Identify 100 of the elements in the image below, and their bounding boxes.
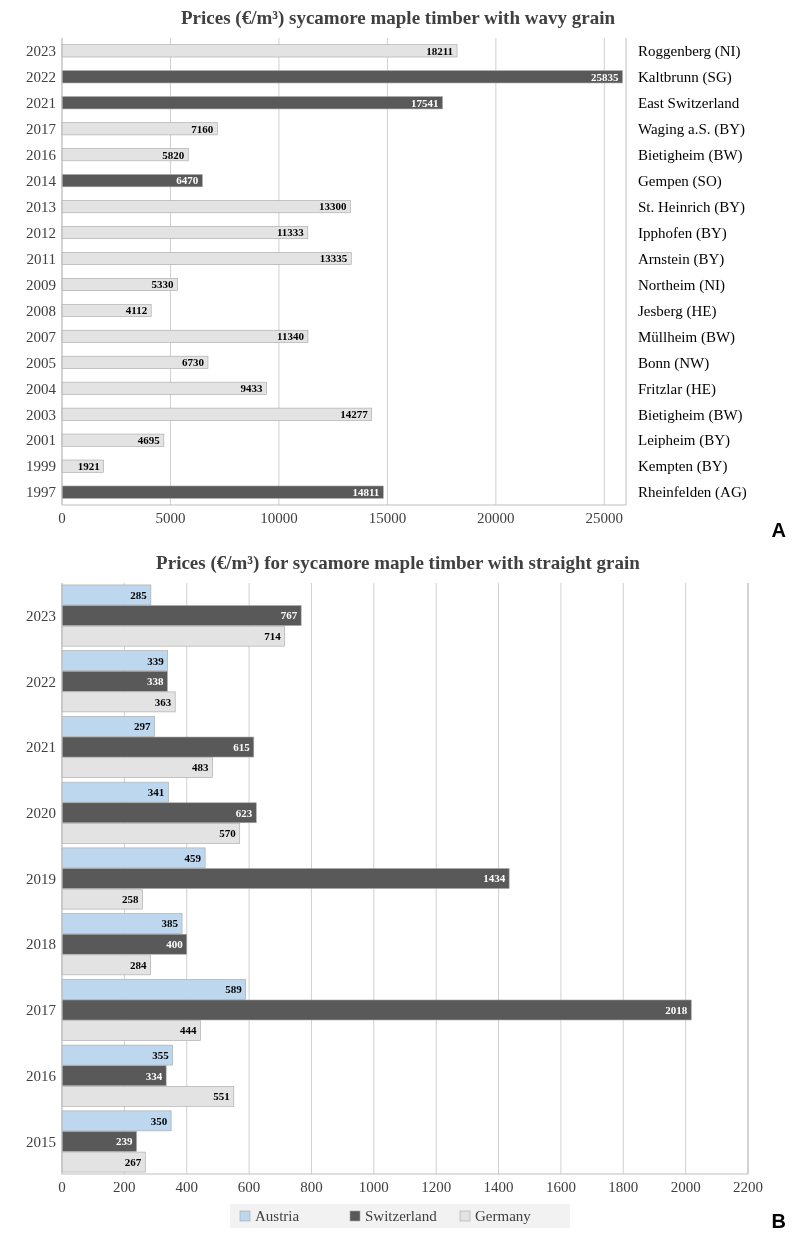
data-label: 355	[152, 1048, 170, 1061]
y-tick-label: 2009	[26, 276, 56, 293]
text: Bonn (NW)	[638, 354, 710, 372]
text: Leipheim (BY)	[638, 432, 731, 450]
bar	[61, 226, 309, 240]
x-tick-label: 1200	[421, 1179, 452, 1195]
y-tick-label: 2004	[26, 380, 57, 397]
data-label: 267	[124, 1155, 142, 1168]
text: East Switzerland	[638, 95, 740, 112]
data-label: 5820	[162, 148, 185, 161]
x-tick-label: 15000	[368, 510, 407, 526]
y-tick-label: 2021	[26, 95, 56, 112]
bar	[61, 44, 458, 58]
data-label: 615	[233, 740, 251, 753]
bar	[61, 252, 352, 265]
x-tick-label: 200	[113, 1179, 136, 1195]
bar	[61, 381, 267, 395]
x-tick-label: 2200	[733, 1179, 763, 1195]
bar	[61, 174, 203, 188]
data-label: 14811	[352, 486, 380, 498]
bar	[61, 355, 209, 369]
y-tick-label: 2018	[26, 936, 56, 953]
data-label: 258	[121, 892, 139, 905]
data-label: 6470	[176, 174, 199, 187]
y-tick-label: 2005	[26, 354, 56, 371]
x-tick-label: 1400	[483, 1179, 514, 1195]
bar	[61, 433, 165, 447]
y-tick-label: 2016	[26, 146, 57, 163]
y-tick-label: 2022	[26, 69, 56, 86]
data-label: 11340	[277, 330, 305, 343]
y-tick-label: 2017	[26, 120, 57, 137]
y-tick-label: 1999	[26, 458, 56, 475]
legend-label: Germany	[475, 1208, 532, 1225]
x-tick-label: 1600	[545, 1179, 576, 1195]
data-label: 284	[130, 958, 148, 971]
text: Roggenberg (NI)	[638, 43, 741, 61]
bar	[61, 200, 351, 214]
x-tick-label: 600	[237, 1179, 261, 1195]
bar	[61, 303, 152, 317]
text: St. Heinrich (BY)	[638, 198, 746, 216]
text: Fritzlar (HE)	[638, 380, 716, 398]
text: Ipphofen (BY)	[638, 224, 727, 242]
y-tick-label: 2008	[26, 302, 56, 319]
legend-label: Austria	[255, 1208, 300, 1225]
data-label: 363	[154, 695, 172, 708]
data-label: 4695	[137, 434, 161, 447]
data-label: 551	[213, 1090, 230, 1103]
chart-title: Prices (€/m³) for sycamore maple timber with straight grain	[156, 552, 641, 574]
y-tick-label: 2012	[26, 224, 56, 241]
data-label: 14277	[340, 408, 369, 421]
y-tick-label: 2003	[26, 406, 56, 423]
y-tick-label: 2016	[26, 1067, 57, 1084]
legend-label: Switzerland	[365, 1208, 438, 1225]
bar	[61, 70, 623, 84]
x-tick-label: 1000	[358, 1179, 389, 1195]
data-label: 2018	[665, 1003, 688, 1016]
text: Jesberg (HE)	[638, 302, 717, 320]
text: Rheinfelden (AG)	[638, 484, 747, 502]
bar	[61, 329, 309, 343]
y-tick-label: 2011	[26, 250, 56, 267]
y-tick-label: 2017	[26, 1002, 57, 1019]
y-tick-label: 2014	[26, 172, 57, 189]
data-label: 13335	[319, 252, 348, 265]
x-tick-label: 20000	[477, 510, 515, 526]
bar	[61, 122, 218, 136]
data-label: 18211	[426, 44, 454, 57]
text: Kempten (BY)	[638, 458, 728, 476]
data-label: 1434	[483, 872, 506, 885]
data-label: 339	[147, 654, 165, 667]
y-tick-label: 2019	[26, 870, 56, 887]
data-label: 285	[130, 588, 148, 601]
data-label: 11333	[276, 226, 305, 239]
data-label: 589	[225, 983, 243, 996]
data-label: 334	[145, 1069, 163, 1082]
bar	[61, 148, 189, 162]
x-tick-label: 0	[58, 1179, 66, 1195]
text: Arnstein (BY)	[638, 250, 725, 268]
data-label: 7160	[191, 122, 214, 135]
y-tick-label: 2001	[26, 432, 56, 449]
data-label: 25835	[590, 70, 619, 83]
x-tick-label: 1800	[608, 1179, 639, 1195]
data-label: 338	[146, 675, 164, 688]
x-tick-label: 25000	[585, 510, 624, 526]
data-label: 767	[280, 609, 298, 622]
y-tick-label: 2022	[26, 673, 56, 690]
x-tick-label: 800	[300, 1179, 323, 1195]
x-tick-label: 2000	[670, 1179, 701, 1195]
x-tick-label: 400	[175, 1179, 198, 1195]
bar	[61, 96, 443, 110]
data-label: 444	[179, 1024, 197, 1037]
data-label: 623	[235, 806, 253, 819]
text: A	[771, 519, 786, 541]
text: Bietigheim (BW)	[638, 406, 743, 424]
data-label: 570	[219, 827, 237, 840]
data-label: 239	[116, 1135, 134, 1148]
data-label: 6730	[181, 356, 205, 369]
data-label: 17541	[411, 96, 439, 109]
data-label: 4112	[125, 304, 148, 317]
chart-title: Prices (€/m³) sycamore maple timber with wavy grain	[181, 7, 616, 29]
data-label: 297	[134, 720, 152, 733]
